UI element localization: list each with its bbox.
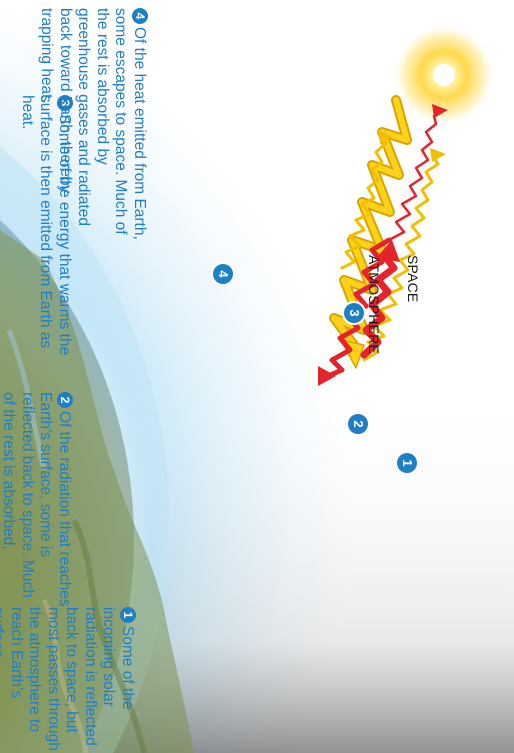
step-1-caption: 1Some of the incoming solar radiation is… xyxy=(0,607,136,752)
reflected-atmosphere-arrowhead xyxy=(378,130,392,144)
step-2-caption: 2Of the radiation that reaches Earth’s s… xyxy=(0,392,73,610)
step-3-badge: 3 xyxy=(344,303,364,323)
emitted-heat-arrowhead xyxy=(376,240,400,262)
step-2-caption-number: 2 xyxy=(57,392,73,408)
step-4-caption: 4Of the heat emitted from Earth, some es… xyxy=(37,8,148,248)
escaping-heat-arrowhead xyxy=(432,104,448,118)
step-1-caption-number: 1 xyxy=(120,607,136,623)
step-1-badge: 1 xyxy=(397,453,417,473)
reflected-surface-arrowhead xyxy=(430,148,446,162)
step-2-caption-text: Of the radiation that reaches Earth’s su… xyxy=(0,392,74,607)
step-4-caption-text: Of the heat emitted from Earth, some esc… xyxy=(38,8,149,240)
reflected-ray-atmosphere xyxy=(340,136,388,270)
escaping-heat-ray xyxy=(387,114,438,242)
earth-globe-icon xyxy=(0,120,194,753)
step-2-badge: 2 xyxy=(348,414,368,434)
space-label: SPACE xyxy=(405,255,421,303)
step-4-badge: 4 xyxy=(213,264,233,284)
back-radiated-heat-arrowhead xyxy=(318,366,336,386)
step-4-caption-number: 4 xyxy=(132,8,148,24)
emitted-heat-ray xyxy=(360,254,398,359)
step-1-caption-text: Some of the incoming solar radiation is … xyxy=(0,607,136,751)
atmosphere-label: ATMOSPHERE xyxy=(366,255,382,354)
sun-icon xyxy=(392,23,496,127)
